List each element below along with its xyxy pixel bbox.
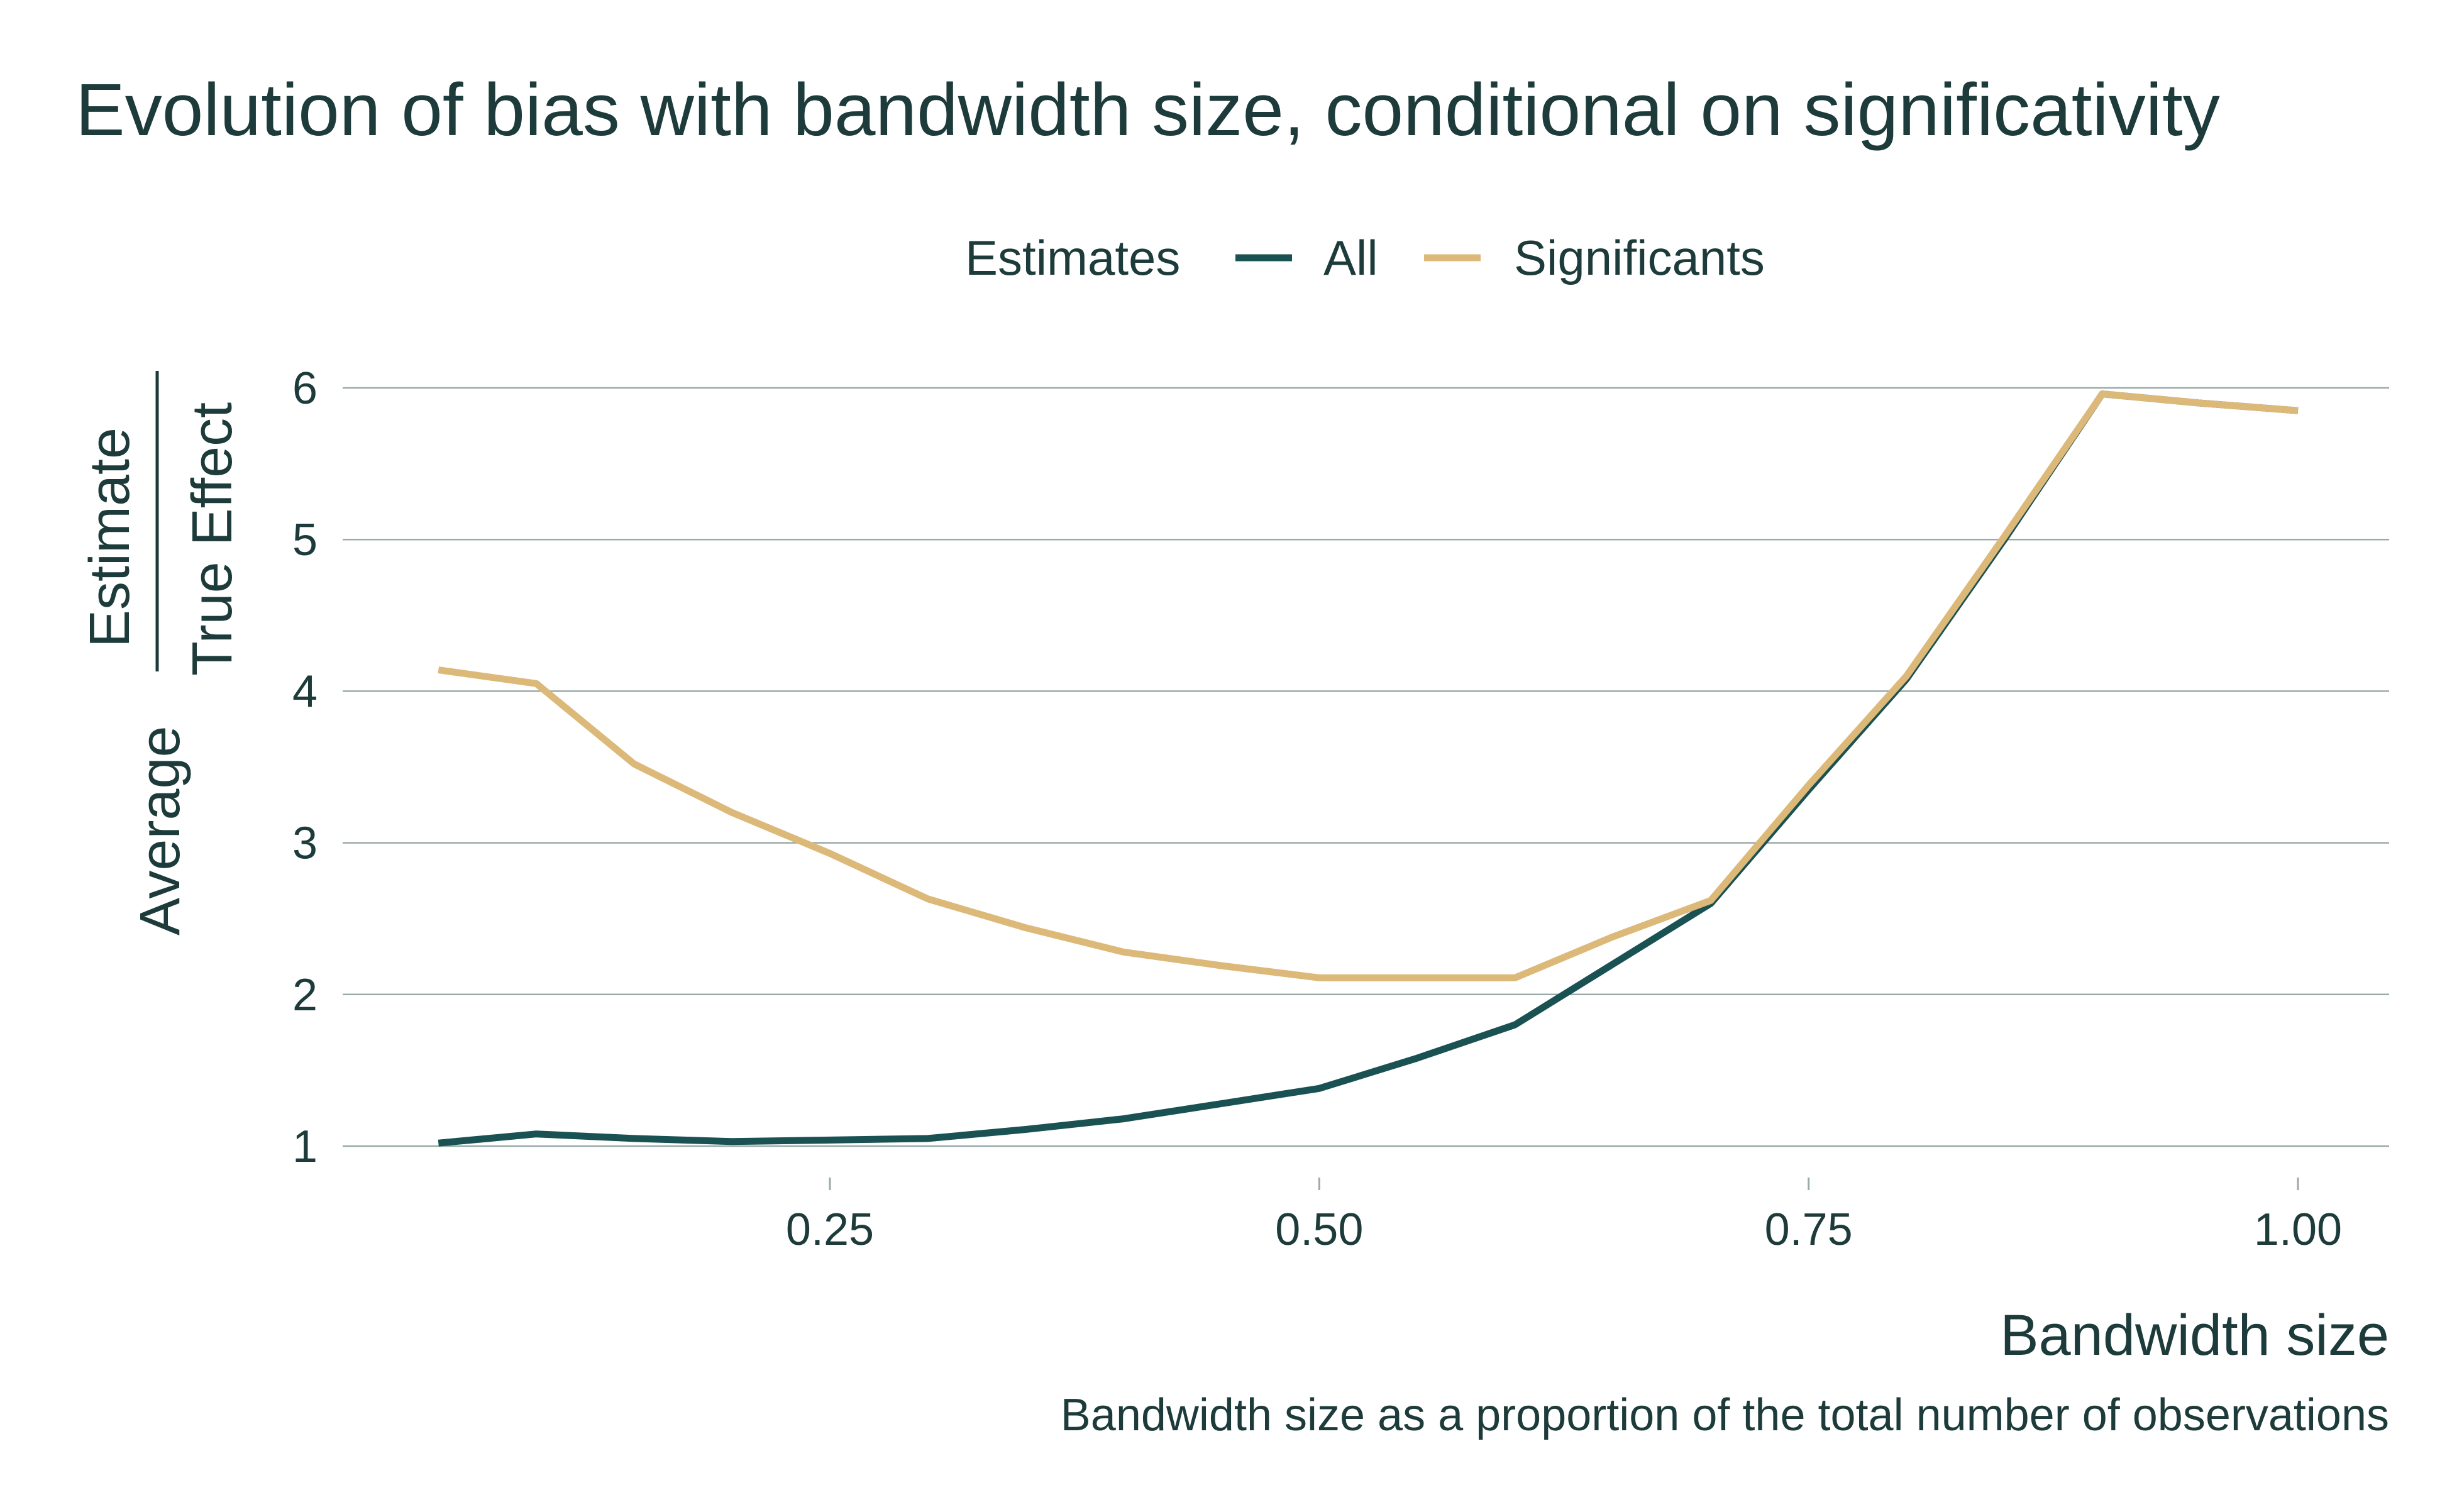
x-axis-ticks: 0.25 0.50 0.75 1.00: [786, 1178, 2342, 1255]
y-axis-ticks: 1 2 3 4 5 6: [292, 363, 318, 1172]
y-label-denominator: True Effect: [181, 402, 244, 676]
legend-label-significants: Significants: [1514, 230, 1765, 285]
y-label-numerator: Estimate: [79, 428, 141, 648]
x-axis-subtitle: Bandwidth size as a proportion of the to…: [1061, 1390, 2389, 1440]
x-axis-label: Bandwidth size: [2000, 1303, 2389, 1367]
series-line-all: [438, 390, 2299, 1147]
legend-label-all: All: [1323, 230, 1378, 285]
y-tick-label: 5: [292, 515, 318, 565]
series-line-significants: [438, 390, 2299, 981]
y-tick-label: 1: [292, 1122, 318, 1172]
y-tick-label: 3: [292, 819, 318, 869]
grid-lines: [343, 387, 2389, 1147]
legend-title: Estimates: [965, 230, 1180, 285]
y-tick-label: 6: [292, 363, 318, 414]
y-axis-label: Average Estimate True Effect: [79, 371, 244, 935]
x-tick-label: 0.75: [1765, 1205, 1853, 1255]
x-tick-label: 1.00: [2254, 1205, 2342, 1255]
x-tick-label: 0.25: [786, 1205, 874, 1255]
x-tick-label: 0.50: [1275, 1205, 1363, 1255]
series-lines: [438, 390, 2299, 1147]
y-tick-label: 4: [292, 666, 318, 717]
legend: Estimates All Significants: [965, 230, 1765, 285]
chart-title: Evolution of bias with bandwidth size, c…: [75, 69, 2220, 152]
y-tick-label: 2: [292, 970, 318, 1020]
y-label-average: Average: [129, 726, 192, 935]
